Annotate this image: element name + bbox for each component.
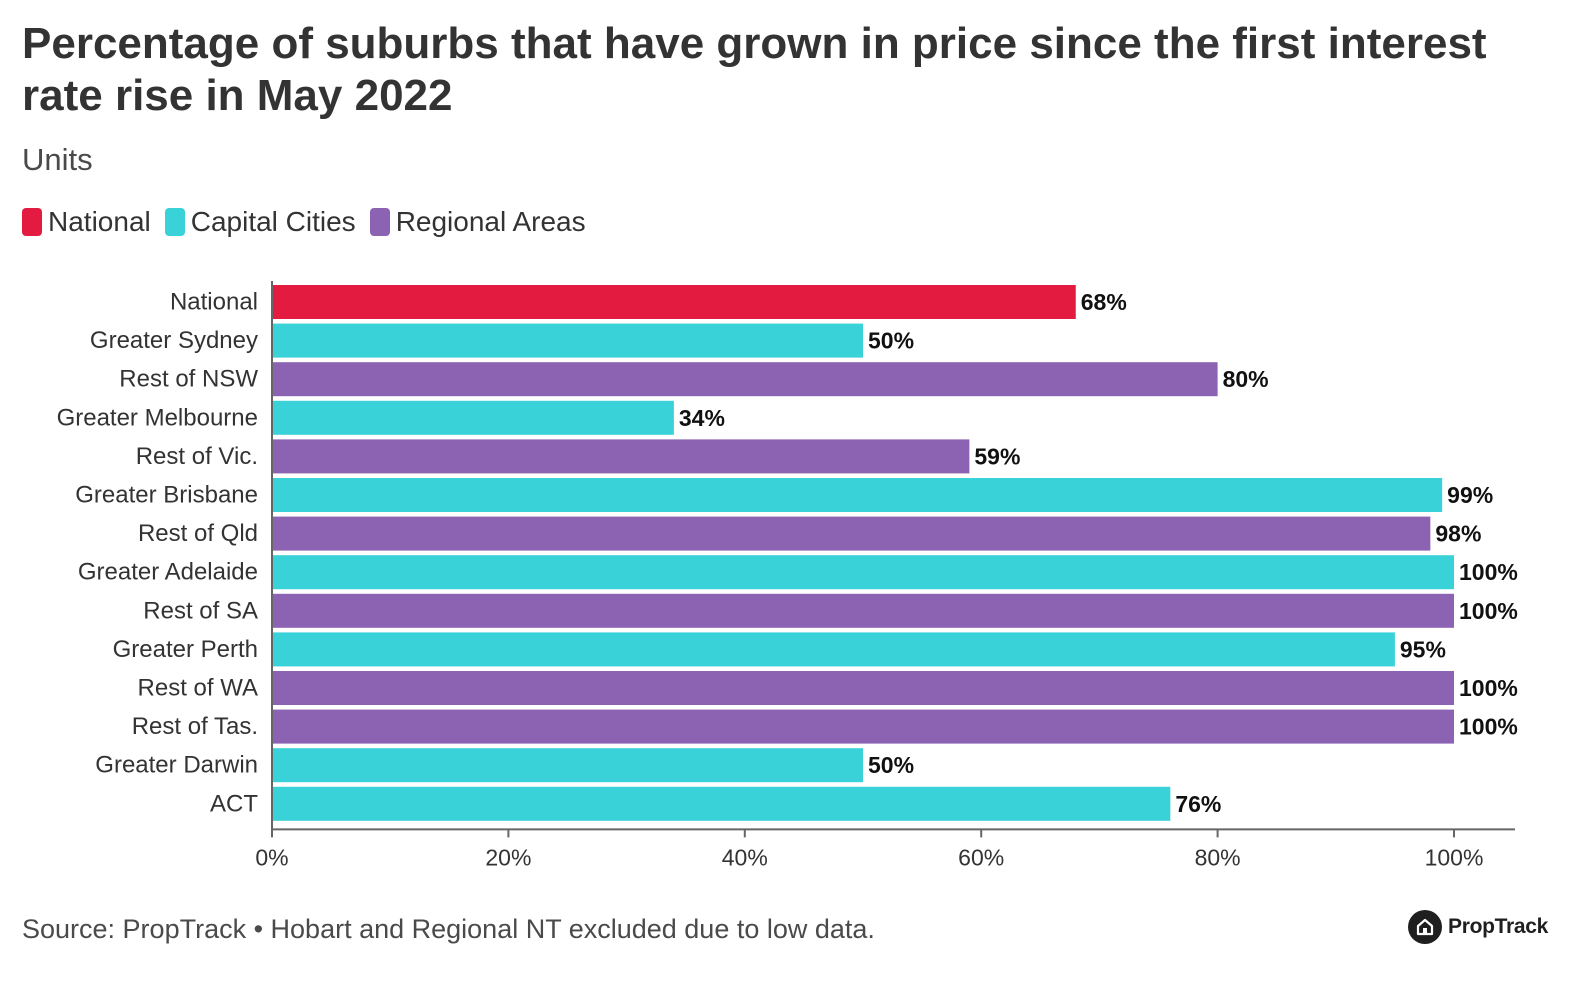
x-tick-label-80: 80% — [1195, 844, 1241, 870]
bar-chart: National 68% Greater Sydney 50% Rest of NSW 8… — [57, 281, 1518, 870]
legend: National Capital Cities Regional Areas — [22, 206, 600, 238]
value-label-rest-of-qld: 98% — [1435, 521, 1481, 547]
bar-rest-of-sa — [272, 593, 1454, 628]
category-label-greater-adelaide: Greater Adelaide — [78, 559, 258, 586]
legend-swatch-capital-cities — [164, 208, 185, 236]
x-tick-label-100: 100% — [1425, 844, 1484, 870]
bar-rest-of-nsw — [272, 362, 1218, 397]
value-label-national: 68% — [1081, 289, 1127, 315]
value-label-act: 76% — [1175, 791, 1221, 817]
category-label-greater-melbourne: Greater Melbourne — [57, 404, 258, 431]
category-label-act: ACT — [210, 790, 258, 817]
value-label-greater-brisbane: 99% — [1447, 482, 1493, 508]
x-tick-label-40: 40% — [722, 844, 768, 870]
legend-swatch-regional-areas — [369, 208, 390, 236]
logo-text: PropTrack — [1448, 915, 1549, 938]
value-label-rest-of-nsw: 80% — [1223, 366, 1269, 392]
legend-item-national: National — [22, 206, 151, 238]
value-label-greater-melbourne: 34% — [679, 405, 725, 431]
category-label-national: National — [170, 289, 258, 316]
chart-title: Percentage of suburbs that have grown in… — [22, 19, 1487, 120]
value-label-rest-of-sa: 100% — [1459, 598, 1518, 624]
bar-rest-of-vic — [272, 439, 970, 474]
proptrack-logo: PropTrack — [1408, 910, 1548, 944]
x-tick-label-0: 0% — [255, 844, 288, 870]
x-tick-label-20: 20% — [485, 844, 531, 870]
category-label-rest-of-qld: Rest of Qld — [138, 520, 258, 547]
bar-act — [272, 786, 1171, 821]
value-label-rest-of-vic: 59% — [974, 443, 1020, 469]
bar-greater-brisbane — [272, 478, 1443, 512]
bar-greater-darwin — [272, 748, 863, 783]
category-label-greater-brisbane: Greater Brisbane — [75, 482, 258, 509]
bar-national — [272, 285, 1076, 319]
legend-item-regional-areas: Regional Areas — [369, 206, 586, 238]
legend-label-regional-areas: Regional Areas — [395, 206, 586, 237]
value-label-rest-of-wa: 100% — [1459, 675, 1518, 701]
category-label-greater-sydney: Greater Sydney — [90, 327, 258, 354]
legend-item-capital-cities: Capital Cities — [164, 206, 356, 238]
house-icon — [1408, 910, 1442, 944]
legend-label-capital-cities: Capital Cities — [190, 206, 356, 237]
bar-greater-sydney — [272, 323, 863, 358]
legend-swatch-national — [22, 208, 42, 236]
x-tick-label-60: 60% — [958, 844, 1004, 870]
bar-rest-of-wa — [272, 671, 1454, 705]
value-label-greater-sydney: 50% — [868, 328, 914, 354]
value-label-greater-perth: 95% — [1400, 636, 1446, 662]
category-label-rest-of-nsw: Rest of NSW — [119, 366, 258, 393]
legend-label-national: National — [48, 206, 151, 237]
bar-greater-perth — [272, 632, 1395, 667]
value-label-rest-of-tas: 100% — [1459, 714, 1518, 740]
value-label-greater-darwin: 50% — [868, 752, 914, 778]
chart-subtitle: Units — [22, 142, 93, 177]
category-label-greater-darwin: Greater Darwin — [95, 752, 258, 779]
source-note: Source: PropTrack • Hobart and Regional … — [22, 914, 875, 944]
value-label-greater-adelaide: 100% — [1459, 559, 1518, 585]
bar-greater-melbourne — [272, 400, 674, 435]
bar-rest-of-tas — [272, 709, 1454, 744]
category-label-rest-of-vic: Rest of Vic. — [136, 443, 258, 470]
category-label-rest-of-sa: Rest of SA — [143, 597, 258, 624]
bar-greater-adelaide — [272, 555, 1454, 590]
bar-rest-of-qld — [272, 516, 1431, 551]
category-label-rest-of-wa: Rest of WA — [138, 675, 258, 702]
category-label-greater-perth: Greater Perth — [113, 636, 258, 663]
category-label-rest-of-tas: Rest of Tas. — [132, 713, 258, 740]
